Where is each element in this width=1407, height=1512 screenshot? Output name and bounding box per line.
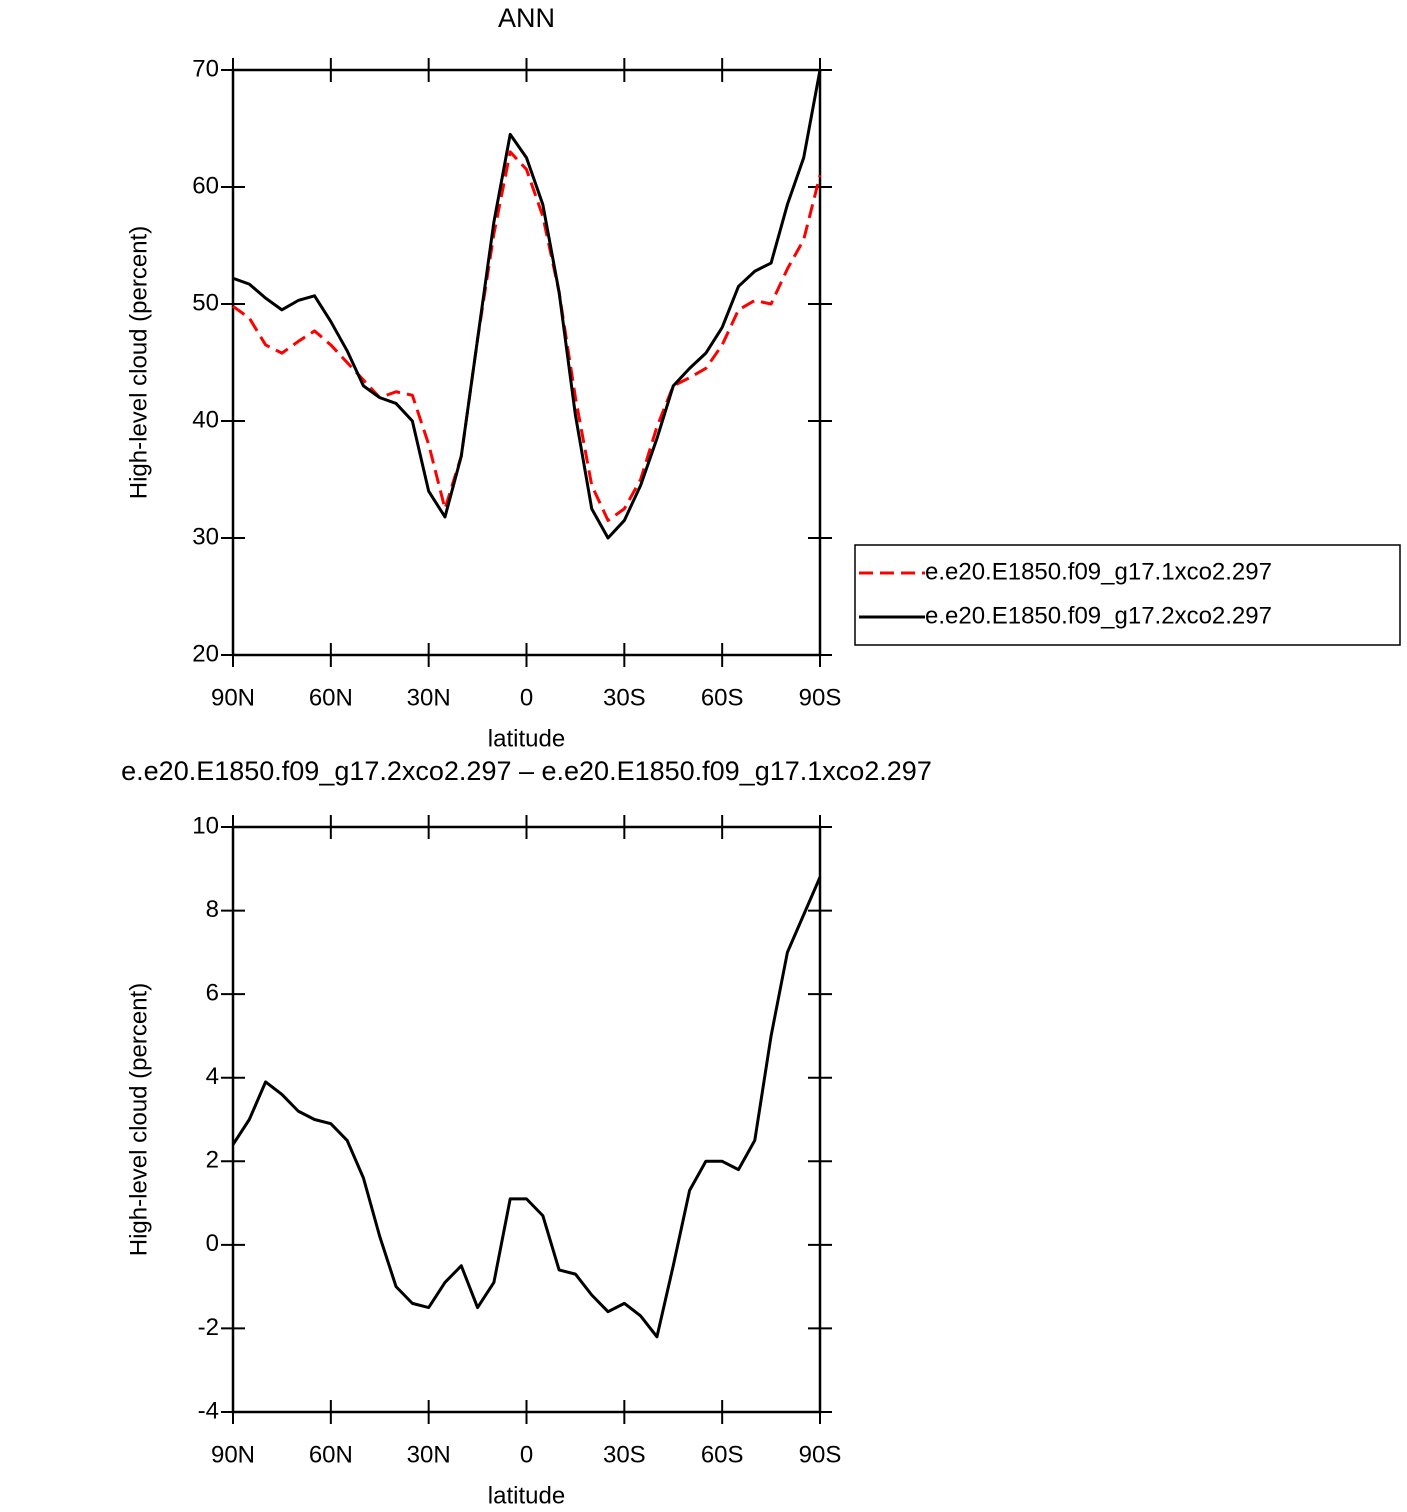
x-tick-label: 30S bbox=[603, 1441, 646, 1468]
y-tick-label: 20 bbox=[192, 640, 219, 667]
y-tick-label: 50 bbox=[192, 289, 219, 316]
x-tick-label: 90S bbox=[799, 684, 842, 711]
x-tick-label: 90S bbox=[799, 1441, 842, 1468]
y-tick-label: 70 bbox=[192, 55, 219, 82]
x-tick-label: 30N bbox=[407, 1441, 451, 1468]
chart-title: ANN bbox=[498, 3, 555, 33]
x-tick-label: 60S bbox=[701, 684, 744, 711]
plot-frame bbox=[231, 825, 822, 1414]
y-tick-label: -4 bbox=[198, 1397, 219, 1424]
y-tick-label: 8 bbox=[206, 896, 219, 923]
y-axis-label: High-level cloud (percent) bbox=[125, 983, 152, 1256]
x-tick-label: 60S bbox=[701, 1441, 744, 1468]
x-tick-label: 60N bbox=[309, 684, 353, 711]
x-tick-label: 60N bbox=[309, 1441, 353, 1468]
y-axis-label: High-level cloud (percent) bbox=[125, 226, 152, 499]
x-tick-label: 30N bbox=[407, 684, 451, 711]
legend-label: e.e20.E1850.f09_g17.1xco2.297 bbox=[925, 558, 1272, 585]
x-tick-label: 0 bbox=[520, 1441, 533, 1468]
y-tick-label: 2 bbox=[206, 1147, 219, 1174]
plot-frame bbox=[231, 68, 822, 657]
y-tick-label: 6 bbox=[206, 979, 219, 1006]
y-tick-label: 10 bbox=[192, 812, 219, 839]
y-tick-label: 40 bbox=[192, 406, 219, 433]
data-line bbox=[232, 69, 822, 540]
x-tick-label: 0 bbox=[520, 684, 533, 711]
chart-title: e.e20.E1850.f09_g17.2xco2.297 – e.e20.E1… bbox=[121, 756, 932, 786]
x-tick-label: 30S bbox=[603, 684, 646, 711]
x-tick-label: 90N bbox=[211, 684, 255, 711]
legend-box bbox=[854, 544, 1401, 646]
x-axis-label: latitude bbox=[488, 725, 565, 752]
y-tick-label: 60 bbox=[192, 172, 219, 199]
y-tick-label: 4 bbox=[206, 1063, 219, 1090]
data-line bbox=[231, 876, 822, 1339]
data-line bbox=[232, 150, 822, 522]
x-tick-label: 90N bbox=[211, 1441, 255, 1468]
y-tick-label: 0 bbox=[206, 1230, 219, 1257]
legend-label: e.e20.E1850.f09_g17.2xco2.297 bbox=[925, 602, 1272, 629]
y-tick-label: -2 bbox=[198, 1314, 219, 1341]
y-tick-label: 30 bbox=[192, 523, 219, 550]
x-axis-label: latitude bbox=[488, 1482, 565, 1509]
